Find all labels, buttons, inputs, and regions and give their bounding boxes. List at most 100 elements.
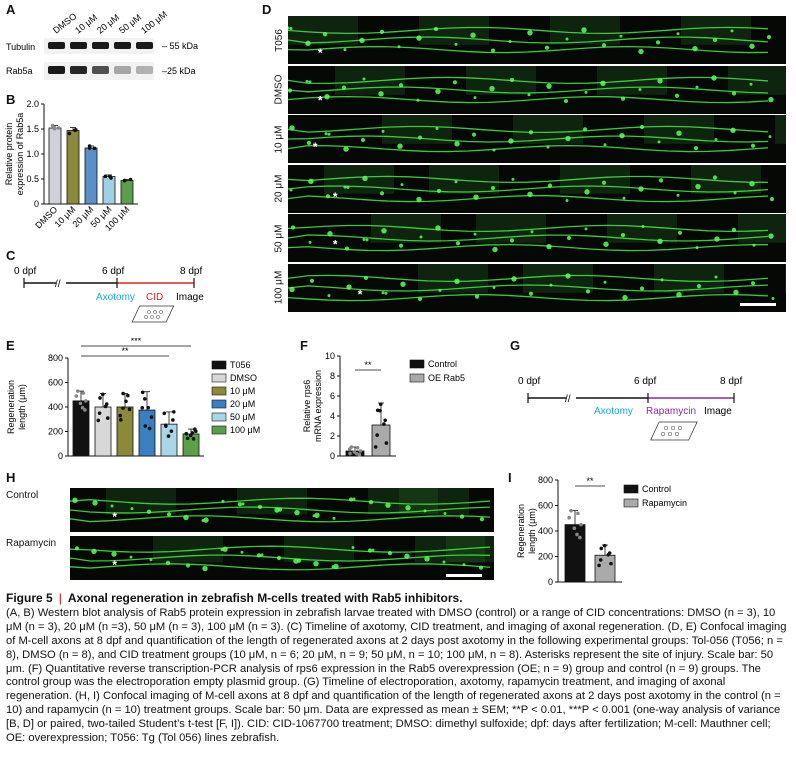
data-point (98, 396, 102, 400)
legend-swatch (211, 425, 227, 435)
micrograph-row-label: 10 μM (270, 115, 288, 163)
legend-swatch (623, 484, 639, 494)
data-point (193, 429, 198, 434)
data-point (166, 434, 171, 438)
legend-swatch (211, 399, 227, 409)
data-point (81, 391, 86, 395)
y-tick-label: 0 (34, 199, 39, 209)
y-axis-label: length (μm) (527, 508, 537, 554)
timeline-g-t2: 8 dpf (720, 376, 742, 387)
data-point (140, 390, 145, 395)
data-point (105, 416, 110, 420)
rab5a-band (114, 66, 131, 74)
data-point (184, 431, 189, 436)
data-point (124, 399, 128, 404)
svg-text://: // (55, 279, 61, 290)
data-point (92, 146, 97, 151)
micrograph-row-label: Control (6, 490, 39, 501)
micrograph-row: Control * (6, 488, 494, 532)
y-tick-label: 400 (538, 526, 553, 536)
micrograph-row: 20 μM * (270, 164, 786, 213)
caption-title-text: Axonal regeneration in zebrafish M-cells… (67, 591, 463, 605)
data-point (126, 393, 130, 398)
micrograph-image: * (70, 536, 494, 580)
y-axis-label: expression of Rab5a (15, 113, 25, 196)
data-point (598, 558, 603, 562)
injury-site-marker: * (112, 510, 117, 524)
marker-25kda: –25 kDa (162, 66, 196, 76)
y-tick-label: 800 (48, 353, 63, 363)
data-point (347, 447, 352, 451)
data-point (355, 446, 360, 450)
panel-label-b: B (6, 92, 16, 107)
data-point (78, 401, 83, 406)
data-point (567, 515, 571, 520)
blot-lane-label: 10 μM (73, 12, 99, 35)
data-point (383, 418, 387, 423)
data-point (602, 543, 607, 548)
tubulin-band (92, 42, 109, 49)
y-tick-label: 6 (330, 391, 335, 401)
micrograph-row-label-text: 50 μM (273, 224, 285, 252)
timeline-c-t0: 0 dpf (14, 266, 36, 277)
significance-label: ** (586, 476, 594, 486)
tubulin-band (48, 42, 65, 49)
injury-site-marker: * (333, 190, 338, 204)
tubulin-band (70, 42, 87, 49)
rab5a-band (136, 66, 153, 74)
y-tick-label: 600 (538, 501, 553, 511)
scale-bar (740, 303, 776, 306)
bar-0 (564, 524, 586, 583)
bar-5 (182, 433, 200, 457)
legend-label: DMSO (230, 373, 257, 383)
rab5a-band (48, 66, 65, 74)
data-point (127, 407, 132, 412)
micrograph-image: * (288, 65, 786, 114)
injury-site-marker: * (318, 93, 323, 107)
legend-swatch (211, 412, 227, 422)
y-tick-label: 0 (548, 577, 553, 587)
data-point (575, 532, 579, 537)
data-point (147, 426, 152, 431)
y-axis-label: Regeneration (6, 380, 16, 434)
data-point (73, 128, 78, 132)
data-point (96, 418, 101, 423)
timeline-g-t0: 0 dpf (518, 376, 540, 387)
data-point (576, 511, 580, 516)
micrograph-row-label: 20 μM (270, 165, 288, 213)
micrograph-image: * (288, 16, 786, 64)
timeline-g-image: Image (704, 406, 732, 417)
data-point (142, 397, 147, 401)
y-tick-label: 1.5 (26, 124, 39, 134)
legend-swatch (409, 359, 425, 369)
panel-label-c: C (6, 248, 16, 263)
panel-label-f: F (300, 338, 308, 353)
data-point (128, 177, 133, 182)
y-axis-label: mRNA expression (313, 370, 323, 442)
legend-label: Control (642, 484, 671, 494)
data-point (162, 411, 167, 416)
well-plate-icon (650, 421, 698, 441)
bar-1 (94, 406, 112, 457)
micrograph-image: * (288, 164, 786, 213)
legend-label: OE Rab5 (428, 373, 465, 383)
data-point (599, 546, 604, 551)
bar-1 (371, 424, 391, 457)
y-tick-label: 8 (330, 371, 335, 381)
data-point (149, 415, 154, 419)
bar-2 (84, 147, 98, 205)
legend-label: 10 μM (230, 386, 255, 396)
data-point (87, 144, 92, 148)
data-point (67, 131, 72, 136)
chart-i: 0 200 400 600 800 Regeneration length (μm) ** Co… (516, 475, 687, 587)
data-point (121, 391, 125, 396)
data-point (578, 535, 582, 540)
data-point (56, 126, 61, 130)
micrograph-row-label: T056 (270, 16, 288, 64)
data-point (140, 405, 145, 410)
data-point (384, 441, 389, 445)
timeline-c-t2: 8 dpf (180, 266, 202, 277)
micrograph-row: Rapamycin * (6, 536, 494, 580)
data-point (375, 433, 379, 437)
